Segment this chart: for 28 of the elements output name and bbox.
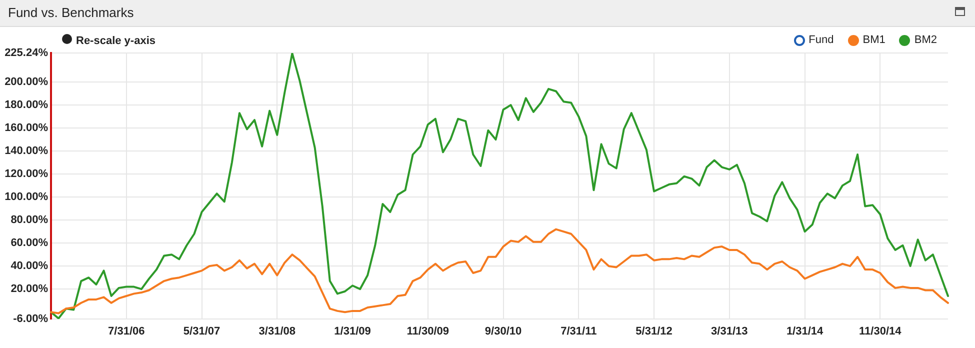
y-tick-label: 200.00% — [4, 76, 48, 88]
y-tick-label: 80.00% — [10, 214, 48, 226]
text: Re-scale y-axis — [75, 34, 156, 47]
x-tick-label: 9/30/10 — [484, 326, 522, 338]
legend-label: BM1 — [862, 34, 886, 46]
y-tick-label: -6.00% — [13, 313, 48, 326]
x-tick-label: 1/31/09 — [334, 326, 371, 338]
chart-title: Fund vs. Benchmarks — [8, 5, 134, 20]
y-tick-label: 225.24% — [4, 47, 48, 60]
y-tick-label: 100.00% — [4, 191, 48, 204]
legend-label: BM2 — [913, 34, 937, 46]
x-tick-label: 3/31/08 — [258, 326, 296, 338]
x-tick-label: 7/31/11 — [560, 326, 597, 338]
y-tick-label: 160.00% — [4, 122, 48, 134]
x-tick-label: 7/31/06 — [108, 326, 145, 338]
x-tick-label: 5/31/07 — [183, 326, 220, 338]
x-tick-label: 1/31/14 — [786, 326, 824, 338]
legend-label: Fund — [808, 34, 834, 46]
y-tick-label: 40.00% — [10, 260, 48, 272]
y-tick-label: 20.00% — [10, 283, 48, 296]
x-tick-label: 3/31/13 — [711, 326, 748, 338]
y-tick-label: 180.00% — [4, 99, 48, 112]
x-tick-label: 11/30/09 — [406, 326, 449, 338]
y-tick-label: 120.00% — [4, 168, 48, 180]
y-tick-label: 60.00% — [10, 237, 48, 250]
y-tick-label: 140.00% — [4, 145, 48, 158]
x-tick-label: 11/30/14 — [859, 326, 902, 338]
x-tick-label: 5/31/12 — [636, 326, 672, 338]
